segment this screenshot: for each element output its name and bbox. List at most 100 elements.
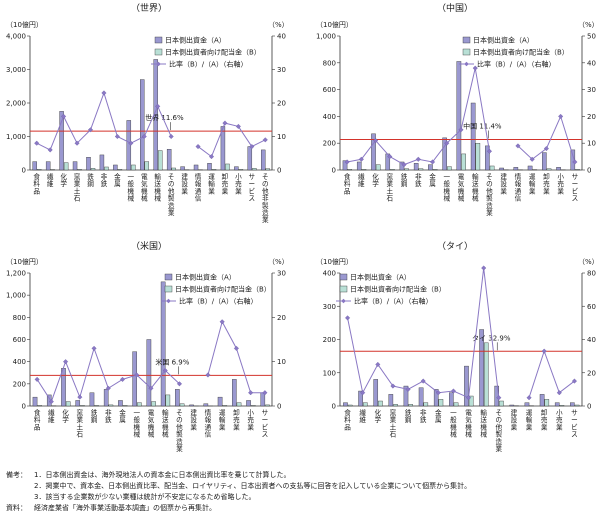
bar-dividends: [80, 405, 85, 407]
bar-dividends: [131, 164, 136, 171]
ratio-point: [141, 133, 147, 140]
ratio-point: [91, 345, 97, 351]
legend-label-ratio: 比率（B）/（A）（右軸）: [169, 60, 247, 69]
ratio-point: [87, 127, 94, 133]
bar-funds: [103, 389, 109, 407]
bar-funds: [203, 403, 209, 407]
source-text: 経済産業省「海外事業活動基本調査」の個票から再集計。: [34, 504, 216, 512]
bar-funds: [146, 339, 152, 407]
y-tick-label: 0: [332, 167, 336, 175]
bar-funds: [527, 165, 533, 171]
x-tick-label: 鉄鋼: [401, 172, 408, 188]
x-tick-label: 卸売業: [543, 172, 550, 195]
source-label: 資料：: [6, 504, 27, 512]
bar-funds: [166, 149, 172, 171]
x-tick-label: サービス: [572, 173, 579, 203]
bar-funds: [388, 394, 394, 407]
x-tick-label: 建設業: [190, 408, 197, 431]
legend-marker-ratio: [464, 61, 469, 67]
bar-funds: [556, 167, 561, 171]
y-tick-label: 600: [13, 336, 26, 344]
bar-funds: [524, 402, 530, 407]
y-axis-unit: （10億円）: [316, 20, 353, 29]
ratio-point: [558, 113, 564, 119]
ratio-point: [34, 140, 40, 146]
y-tick-label: 400: [323, 270, 336, 278]
bar-funds: [234, 166, 239, 171]
bar-dividends: [461, 153, 466, 171]
reference-label: 中国 11.4%: [463, 121, 502, 130]
y-axis-unit: （10億円）: [316, 257, 353, 266]
bar-funds: [132, 351, 137, 407]
note-row-2: 2．掲業中で、資本金、日本側出資比率、配当金、ロイヤリティ、日本出資者への支払等…: [6, 481, 602, 492]
bar-dividends: [546, 168, 552, 171]
bar-dividends: [236, 402, 242, 407]
legend-swatch-funds: [154, 36, 163, 44]
ratio-point: [222, 120, 228, 126]
y-tick-label: 600: [323, 86, 336, 94]
ratio-point: [195, 144, 201, 150]
y-tick-label: 4,000: [6, 33, 26, 41]
x-tick-label: 窯業土石: [387, 172, 394, 203]
bar-dividends: [468, 395, 474, 407]
ratio-point: [390, 383, 396, 389]
ratio-point: [515, 143, 521, 149]
ratio-point: [48, 399, 54, 405]
bar-funds: [89, 392, 95, 407]
ratio-point: [262, 390, 268, 396]
x-tick-label: その他非製造業: [262, 173, 269, 224]
x-tick-label: 食料品: [34, 408, 41, 431]
chart-title: （タイ）: [437, 241, 473, 252]
bar-funds: [449, 392, 454, 407]
bar-funds: [433, 389, 439, 407]
y2-tick-label: 0: [277, 403, 281, 411]
x-tick-label: 化学: [62, 408, 69, 424]
x-tick-label: 金属: [429, 172, 436, 188]
x-tick-label: 鉄鋼: [87, 172, 94, 188]
bar-dividends: [393, 404, 398, 407]
ratio-point: [430, 159, 436, 165]
ratio-point: [466, 395, 472, 401]
legend-label-dividends: 日本側出資者向け配当金（B）: [175, 285, 271, 294]
legend-marker-ratio: [166, 298, 171, 304]
bar-dividends: [238, 169, 244, 171]
note-3: 3．該当する企業数が少ない業種は統計が不安定になるため省略した。: [34, 493, 256, 501]
bar-funds: [160, 281, 166, 407]
ratio-point: [262, 137, 268, 143]
ratio-point: [74, 140, 80, 146]
bar-dividends: [499, 400, 504, 407]
bar-dividends: [453, 402, 459, 407]
bar-funds: [485, 145, 490, 171]
y-tick-label: 1,000: [316, 33, 336, 41]
bar-funds: [118, 400, 123, 407]
legend-swatch-dividends: [154, 48, 163, 56]
bar-dividends: [104, 166, 109, 171]
ratio-point: [61, 113, 67, 119]
ratio-point: [486, 148, 492, 154]
x-tick-label: 運輸業: [208, 172, 215, 195]
reference-label: 米国 6.9%: [155, 357, 189, 366]
legend-swatch-funds: [164, 273, 173, 281]
ratio-point: [571, 378, 577, 384]
bar-dividends: [361, 169, 367, 171]
bar-funds: [513, 167, 519, 171]
ratio-point: [572, 159, 578, 165]
x-tick-label: 運輸業: [529, 172, 536, 195]
legend-marker-ratio: [341, 298, 346, 304]
y2-axis-unit: （%）: [268, 21, 289, 29]
y-tick-label: 3,000: [6, 66, 26, 74]
bar-funds: [464, 365, 469, 407]
legend: 日本側出資金（A） 日本側出資者向け配当金（B） 比率（B）/（A）（右軸）: [336, 273, 446, 306]
x-tick-label: 窯業土石: [77, 408, 84, 439]
bar-dividends: [423, 402, 429, 407]
legend-label-ratio: 比率（B）/（A）（右軸）: [477, 60, 555, 69]
source-row: 資料： 経済産業省「海外事業活動基本調査」の個票から再集計。: [6, 503, 602, 514]
y2-axis-unit: （%）: [578, 21, 599, 29]
bar-funds: [570, 402, 575, 407]
y2-tick-label: 30: [587, 86, 596, 94]
x-tick-label: 金属: [114, 172, 121, 188]
bar-dividends: [408, 404, 413, 407]
bar-dividends: [37, 405, 43, 407]
y-axis-unit: （10億円）: [6, 20, 43, 29]
